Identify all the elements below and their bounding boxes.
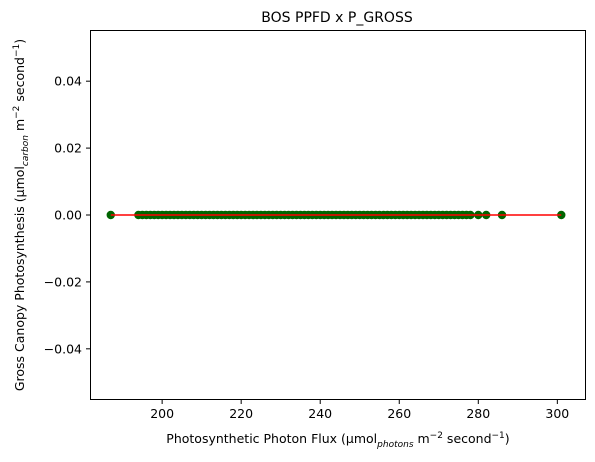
x-axis-label-exponent-2: −1	[492, 431, 505, 441]
x-axis-label-exponent-1: −2	[430, 431, 443, 441]
y-axis-label-unit-m: m	[12, 119, 27, 135]
y-axis-label-subscript: carbon	[21, 135, 31, 166]
y-axis-label-unit-second: second	[12, 57, 27, 106]
x-tick-label: 220	[229, 406, 253, 421]
x-axis-label-unit-m: m	[414, 431, 430, 446]
x-tick-label: 200	[150, 406, 174, 421]
x-axis-ticks: 200 220 240 260 280 300	[150, 399, 569, 421]
y-tick-label: 0.04	[54, 74, 82, 89]
chart-title: BOS PPFD x P_GROSS	[261, 10, 413, 26]
y-axis-label-prefix: Gross Canopy Photosynthesis (µmol	[12, 166, 27, 391]
x-axis-label-suffix: )	[505, 431, 510, 446]
y-tick-label: −0.02	[44, 274, 82, 289]
y-axis-label-suffix: )	[12, 39, 27, 44]
y-axis-label-exponent-1: −2	[12, 106, 22, 119]
x-axis-label-unit-second: second	[443, 431, 492, 446]
plot-frame	[90, 30, 586, 400]
x-axis-label: Photosynthetic Photon Flux (µmolphotons …	[166, 431, 509, 450]
x-axis-label-subscript: photons	[376, 440, 414, 450]
plot-area	[106, 210, 566, 220]
x-tick-label: 300	[545, 406, 569, 421]
y-tick-label: 0.02	[54, 141, 82, 156]
y-axis-ticks: 0.04 0.02 0.00 −0.02 −0.04	[44, 74, 91, 356]
x-tick-label: 260	[387, 406, 411, 421]
y-axis-label-exponent-2: −1	[12, 44, 22, 57]
y-tick-label: 0.00	[54, 208, 82, 223]
y-axis-label: Gross Canopy Photosynthesis (µmolcarbon …	[12, 39, 31, 391]
x-axis-label-prefix: Photosynthetic Photon Flux (µmol	[166, 431, 377, 446]
x-tick-label: 280	[466, 406, 490, 421]
x-tick-label: 240	[308, 406, 332, 421]
y-tick-label: −0.04	[44, 341, 82, 356]
